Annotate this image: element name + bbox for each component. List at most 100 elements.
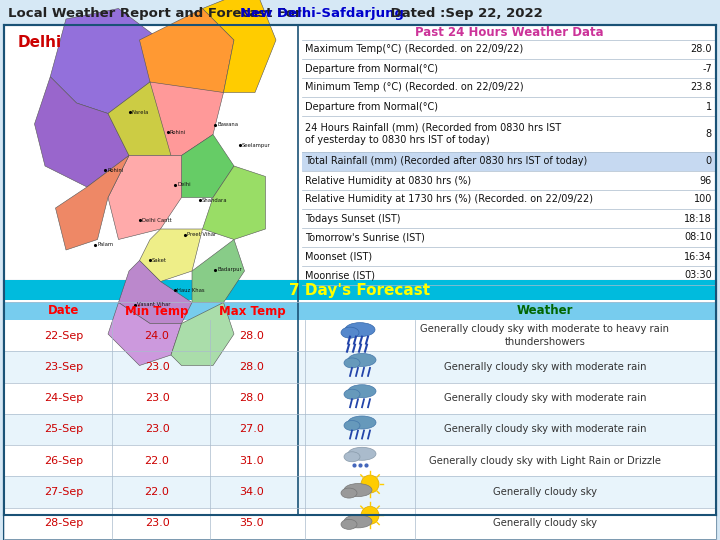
Polygon shape xyxy=(202,166,266,240)
Text: 28.0: 28.0 xyxy=(240,362,264,372)
Text: 35.0: 35.0 xyxy=(240,518,264,528)
Text: Weather: Weather xyxy=(517,305,573,318)
Text: Shahdara: Shahdara xyxy=(202,198,228,202)
Text: Badarpur: Badarpur xyxy=(217,267,242,273)
Bar xyxy=(4,476,716,508)
Text: 96: 96 xyxy=(700,176,712,186)
Text: 24 Hours Rainfall (mm) (Recorded from 0830 hrs IST
of yesterday to 0830 hrs IST : 24 Hours Rainfall (mm) (Recorded from 08… xyxy=(305,123,561,145)
Bar xyxy=(4,414,716,445)
Text: 25-Sep: 25-Sep xyxy=(45,424,84,435)
Text: 34.0: 34.0 xyxy=(240,487,264,497)
Text: Tomorrow's Sunrise (IST): Tomorrow's Sunrise (IST) xyxy=(305,233,425,242)
Ellipse shape xyxy=(344,389,360,399)
Text: 23.0: 23.0 xyxy=(145,518,169,528)
Text: Generally cloudy sky: Generally cloudy sky xyxy=(493,487,597,497)
Text: 23.0: 23.0 xyxy=(145,393,169,403)
Text: 8: 8 xyxy=(706,129,712,139)
Text: 1: 1 xyxy=(706,102,712,111)
Text: 16:34: 16:34 xyxy=(684,252,712,261)
Text: 28.0: 28.0 xyxy=(690,44,712,55)
Bar xyxy=(4,281,716,539)
Ellipse shape xyxy=(348,384,376,398)
Ellipse shape xyxy=(348,416,376,429)
Polygon shape xyxy=(140,9,234,103)
Text: 26-Sep: 26-Sep xyxy=(45,456,84,466)
Text: Minimum Temp (°C) (Recorded. on 22/09/22): Minimum Temp (°C) (Recorded. on 22/09/22… xyxy=(305,83,523,92)
Text: 22-Sep: 22-Sep xyxy=(45,330,84,341)
Text: Generally cloudy sky with moderate rain: Generally cloudy sky with moderate rain xyxy=(444,393,647,403)
Text: Generally cloudy sky with moderate rain: Generally cloudy sky with moderate rain xyxy=(444,362,647,372)
Polygon shape xyxy=(108,302,181,366)
Bar xyxy=(4,352,716,382)
Text: Generally cloudy sky with Light Rain or Drizzle: Generally cloudy sky with Light Rain or … xyxy=(429,456,661,466)
Text: 22.0: 22.0 xyxy=(145,487,169,497)
Ellipse shape xyxy=(344,358,360,368)
Text: Palam: Palam xyxy=(97,242,113,247)
Text: Dated :Sep 22, 2022: Dated :Sep 22, 2022 xyxy=(372,6,543,19)
Polygon shape xyxy=(55,156,129,250)
Text: 0: 0 xyxy=(706,157,712,166)
Ellipse shape xyxy=(344,515,372,528)
Polygon shape xyxy=(181,134,234,198)
Ellipse shape xyxy=(344,484,372,497)
Ellipse shape xyxy=(348,447,376,460)
Polygon shape xyxy=(119,260,192,323)
Ellipse shape xyxy=(341,519,357,529)
Text: 23.0: 23.0 xyxy=(145,362,169,372)
Text: Departure from Normal(°C): Departure from Normal(°C) xyxy=(305,102,438,111)
Text: Date: Date xyxy=(48,305,80,318)
Circle shape xyxy=(361,475,379,493)
Text: Past 24 Hours Weather Data: Past 24 Hours Weather Data xyxy=(415,25,603,38)
Ellipse shape xyxy=(341,327,359,338)
Text: Relative Humidity at 0830 hrs (%): Relative Humidity at 0830 hrs (%) xyxy=(305,176,471,186)
Text: Relative Humidity at 1730 hrs (%) (Recorded. on 22/09/22): Relative Humidity at 1730 hrs (%) (Recor… xyxy=(305,194,593,205)
Bar xyxy=(4,508,716,539)
Text: Bawana: Bawana xyxy=(217,123,238,127)
Text: 27.0: 27.0 xyxy=(240,424,264,435)
Text: Delhi Cantt: Delhi Cantt xyxy=(142,218,172,222)
Text: Total Rainfall (mm) (Recorded after 0830 hrs IST of today): Total Rainfall (mm) (Recorded after 0830… xyxy=(305,157,588,166)
Bar xyxy=(4,280,716,300)
Text: Hauz Khas: Hauz Khas xyxy=(177,287,204,293)
Bar xyxy=(4,302,716,320)
Text: 28-Sep: 28-Sep xyxy=(45,518,84,528)
Text: 7 Day's Forecast: 7 Day's Forecast xyxy=(289,282,431,298)
Text: Maximum Temp(°C) (Recorded. on 22/09/22): Maximum Temp(°C) (Recorded. on 22/09/22) xyxy=(305,44,523,55)
Text: Preet Vihar: Preet Vihar xyxy=(187,233,216,238)
Polygon shape xyxy=(171,302,234,366)
Polygon shape xyxy=(140,229,202,281)
Bar xyxy=(302,152,716,171)
Text: Departure from Normal(°C): Departure from Normal(°C) xyxy=(305,64,438,73)
Polygon shape xyxy=(35,77,129,187)
Text: 28.0: 28.0 xyxy=(240,393,264,403)
Text: 24-Sep: 24-Sep xyxy=(45,393,84,403)
Text: 22.0: 22.0 xyxy=(145,456,169,466)
Text: Narela: Narela xyxy=(132,110,149,114)
Text: 31.0: 31.0 xyxy=(240,456,264,466)
Polygon shape xyxy=(108,82,181,156)
Ellipse shape xyxy=(344,421,360,430)
Text: 08:10: 08:10 xyxy=(684,233,712,242)
Text: Seelampur: Seelampur xyxy=(242,143,271,147)
Text: 27-Sep: 27-Sep xyxy=(45,487,84,497)
Ellipse shape xyxy=(341,488,357,498)
Ellipse shape xyxy=(344,452,360,462)
Text: 23-Sep: 23-Sep xyxy=(45,362,84,372)
Text: 18:18: 18:18 xyxy=(684,213,712,224)
Text: 23.8: 23.8 xyxy=(690,83,712,92)
Text: 03:30: 03:30 xyxy=(684,271,712,280)
Text: Todays Sunset (IST): Todays Sunset (IST) xyxy=(305,213,400,224)
Text: Generally cloudy sky with moderate to heavy rain
thundershowers: Generally cloudy sky with moderate to he… xyxy=(420,325,670,347)
Text: 100: 100 xyxy=(693,194,712,205)
Bar xyxy=(4,445,716,476)
Polygon shape xyxy=(192,240,245,302)
Bar xyxy=(4,382,716,414)
Text: Delhi: Delhi xyxy=(177,183,191,187)
Text: Moonrise (IST): Moonrise (IST) xyxy=(305,271,375,280)
Text: Vasant Vihar: Vasant Vihar xyxy=(137,302,171,307)
Text: 24.0: 24.0 xyxy=(145,330,169,341)
Circle shape xyxy=(361,507,379,524)
Text: New Delhi-Safdarjung: New Delhi-Safdarjung xyxy=(240,6,404,19)
Polygon shape xyxy=(150,82,223,156)
Text: Max Temp: Max Temp xyxy=(219,305,285,318)
